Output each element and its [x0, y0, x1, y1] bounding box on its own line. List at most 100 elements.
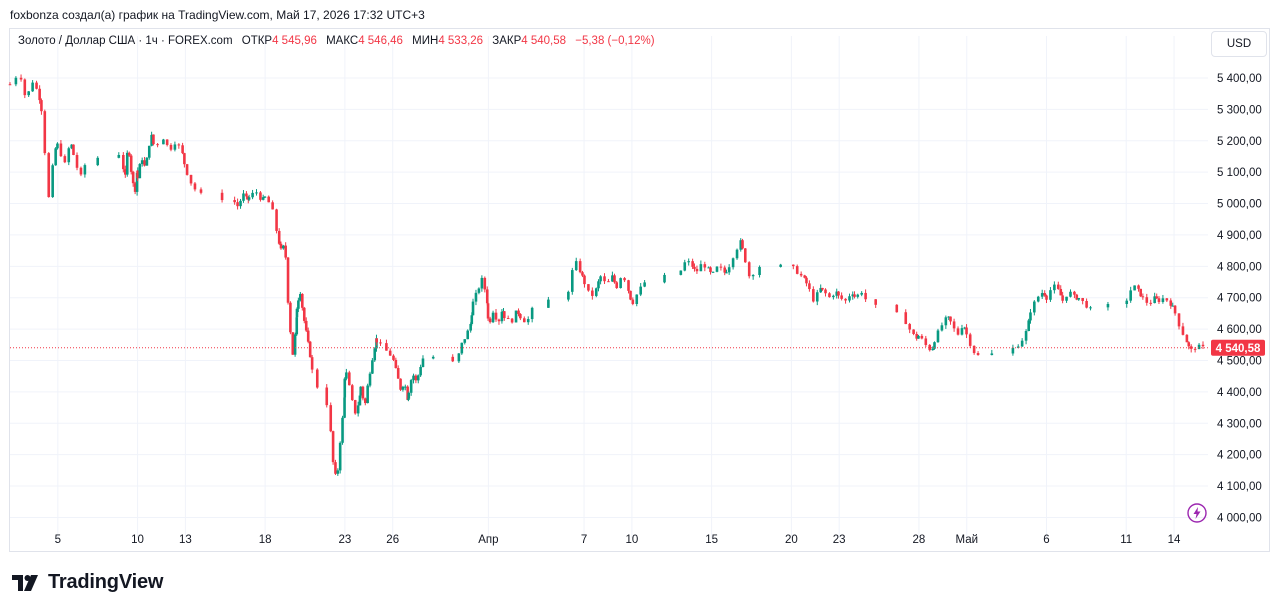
candle-body: [952, 321, 956, 329]
candle-body: [38, 88, 41, 101]
x-tick-label: 14: [1168, 534, 1181, 546]
candle-body: [1081, 298, 1084, 301]
candle-body: [972, 345, 976, 354]
candle-body: [236, 202, 239, 207]
candle-body: [343, 397, 346, 418]
candle-body: [1040, 293, 1044, 297]
candle-body: [819, 287, 823, 293]
candle-body: [263, 196, 267, 198]
candle-body: [259, 192, 262, 200]
brand-name: TradingView: [48, 571, 164, 593]
candle-body: [1197, 344, 1201, 350]
candle-body: [924, 338, 928, 345]
candle-body: [247, 197, 251, 200]
candle-body: [308, 341, 312, 358]
lightning-alert-icon[interactable]: [1187, 503, 1207, 523]
candle-body: [414, 375, 418, 381]
candle-body: [578, 261, 582, 273]
candle-body: [940, 325, 944, 331]
candle-body: [583, 275, 586, 285]
candle-body: [35, 82, 38, 89]
candle-body: [1069, 291, 1072, 297]
candle-body: [329, 405, 333, 432]
candle-body: [917, 335, 920, 339]
open-label: ОТКР: [241, 35, 273, 47]
candle-body: [1193, 348, 1197, 350]
x-tick-label: 23: [338, 534, 351, 546]
candle-body: [353, 400, 357, 414]
candle-body: [1129, 290, 1132, 301]
candle-body: [743, 248, 747, 263]
candle-body: [72, 144, 75, 155]
candle-body: [526, 319, 530, 323]
candle-body: [840, 295, 843, 299]
candle-body: [251, 192, 254, 198]
candle-body: [477, 288, 481, 293]
y-tick-label: 4 300,00: [1217, 418, 1262, 430]
candle-body: [947, 316, 951, 318]
candle-body: [43, 111, 47, 154]
candle-body: [407, 392, 411, 399]
candle-body: [1139, 288, 1142, 297]
candle-body: [239, 200, 242, 207]
candle-body: [47, 153, 51, 198]
candle-body: [341, 417, 344, 443]
candle-body: [960, 328, 964, 335]
candle-body: [299, 293, 302, 301]
candle-body: [488, 318, 492, 323]
candle-body: [138, 164, 142, 179]
candle-body: [23, 79, 27, 96]
chart-frame: [9, 28, 1270, 552]
change-value: −5,38 (−0,12%): [575, 35, 655, 47]
candle-body: [491, 312, 495, 323]
candle-body: [956, 328, 960, 335]
candle-body: [1137, 285, 1140, 289]
candle-body: [401, 386, 405, 390]
candle-body: [663, 274, 666, 283]
candle-body: [135, 172, 139, 192]
x-tick-label: Апр: [478, 534, 498, 546]
candle-body: [587, 284, 590, 291]
candle-body: [416, 375, 420, 381]
tradingview-logo-icon: [12, 574, 38, 591]
candle-body: [915, 333, 918, 339]
currency-button[interactable]: USD: [1211, 31, 1267, 57]
candle-body: [594, 288, 598, 296]
candle-body: [599, 276, 602, 282]
symbol-name[interactable]: Золото / Доллар США · 1ч · FOREX.com: [18, 35, 233, 47]
candle-body: [185, 164, 189, 175]
candle-body: [1043, 293, 1047, 296]
candle-body: [291, 332, 295, 355]
y-tick-label: 5 100,00: [1217, 167, 1262, 179]
candle-body: [623, 278, 626, 281]
y-tick-label: 4 500,00: [1217, 355, 1262, 367]
candle-body: [968, 334, 972, 346]
candle-body: [480, 277, 484, 289]
candle-body: [963, 327, 967, 329]
candle-body: [895, 304, 899, 313]
x-tick-label: 10: [625, 534, 638, 546]
candle-body: [297, 300, 300, 309]
candle-body: [348, 372, 351, 386]
candle-body: [1141, 296, 1145, 298]
candle-body: [282, 245, 285, 249]
y-tick-label: 4 800,00: [1217, 261, 1262, 273]
candle-body: [949, 316, 952, 322]
candle-body: [805, 277, 808, 284]
y-tick-label: 4 600,00: [1217, 324, 1262, 336]
candle-body: [279, 243, 283, 249]
tradingview-brand[interactable]: TradingView: [12, 571, 163, 594]
candle-body: [693, 266, 696, 269]
candle-body: [779, 264, 782, 267]
candle-body: [1020, 340, 1024, 347]
candle-body: [815, 292, 819, 302]
candle-body: [1189, 346, 1193, 349]
candle-body: [1155, 296, 1159, 299]
candle-body: [271, 202, 274, 210]
candle-body: [396, 368, 400, 379]
candle-body: [853, 294, 856, 297]
candle-body: [567, 291, 570, 300]
candle-body: [14, 77, 18, 85]
candle-body: [574, 261, 578, 271]
